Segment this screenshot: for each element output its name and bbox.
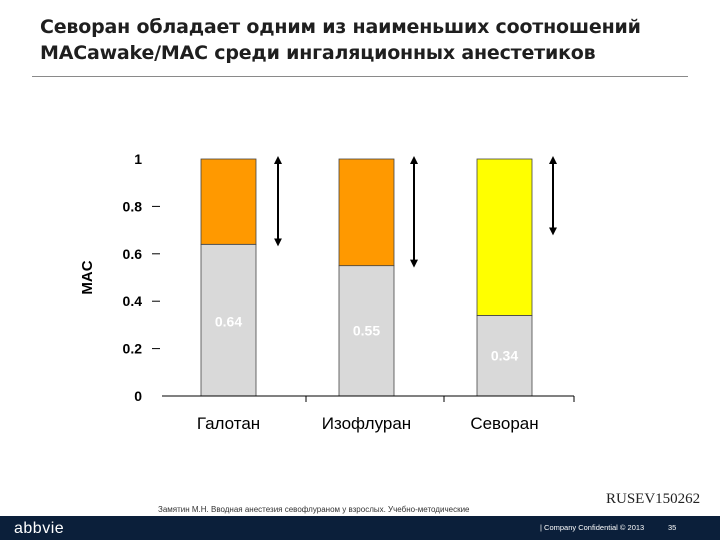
category-label: Галотан — [197, 414, 260, 433]
data-label: 0.64 — [215, 313, 242, 329]
slide-title: Севоран обладает одним из наименьших соо… — [40, 16, 641, 64]
y-tick-label: 0.8 — [123, 198, 143, 214]
confidential-notice: | Company Confidential © 2013 — [540, 523, 645, 532]
y-tick-label: 1 — [134, 151, 142, 167]
bar-macawake — [476, 315, 533, 397]
data-label: 0.34 — [491, 347, 518, 363]
y-axis-label: MAC — [79, 260, 96, 294]
category-label: Изофлуран — [322, 414, 411, 433]
title-divider — [32, 76, 688, 77]
document-id: RUSEV150262 — [606, 491, 701, 507]
bar-mac — [338, 158, 395, 267]
bar-mac — [200, 158, 257, 245]
footer-bar — [0, 516, 720, 540]
category-label: Севоран — [470, 414, 538, 433]
y-tick-label: 0.6 — [123, 246, 143, 262]
bar-macawake — [200, 243, 257, 397]
bar-macawake — [338, 265, 395, 397]
abbvie-logo: abbvie — [14, 520, 65, 537]
y-tick-label: 0 — [134, 388, 142, 404]
y-tick-label: 0.2 — [123, 341, 143, 357]
data-label: 0.55 — [353, 323, 380, 339]
bar-mac — [476, 158, 533, 316]
page-number: 35 — [668, 523, 677, 532]
y-tick-label: 0.4 — [123, 293, 143, 309]
